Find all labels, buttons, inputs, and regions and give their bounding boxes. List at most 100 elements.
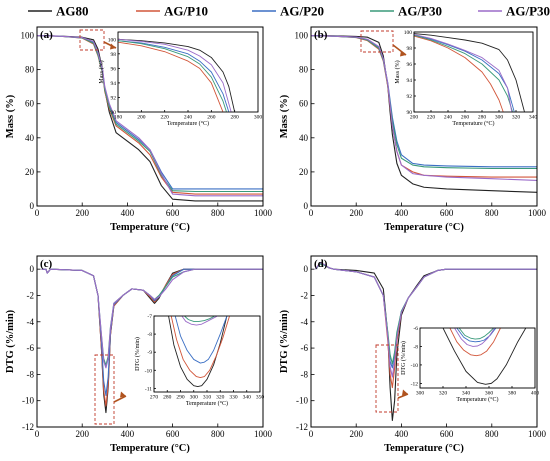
plot-frame-border [310,255,538,428]
inset-series-line-ag-p10 [118,41,224,112]
x-tick-label: 240 [184,115,193,121]
y-axis-label: Mass (%) [279,94,290,138]
x-tick-label: 800 [485,208,499,218]
y-tick-label: 20 [25,167,35,177]
series-line-ag-p30-s20 [311,34,537,181]
x-tick-label: 320 [216,395,225,401]
legend-label: AG80 [56,4,89,19]
y-tick-label: 90 [407,110,413,116]
series-line-ag-p20 [37,34,263,190]
inset-frame [153,315,261,393]
x-tick-label: 350 [256,395,265,401]
x-tick-label: 400 [531,391,540,397]
inset-series-group [168,316,230,388]
legend-label: AG/P20 [280,4,324,19]
series-line-ag-p10 [37,34,263,195]
x-tick-label: 400 [395,429,409,439]
x-tick-label: 290 [176,395,185,401]
series-line-ag-p30-s20 [37,34,263,197]
x-tick-label: 1000 [528,208,547,218]
x-tick-label: 280 [163,395,172,401]
legend-entry-ag-p30-s20: AG/P30-S20 [478,4,550,19]
y-tick-label: -6 [27,343,35,353]
x-tick-label: 180 [114,115,123,121]
zoom-pointer-arrowhead [110,43,116,50]
x-tick-label: 310 [203,395,212,401]
x-tick-label: 270 [150,395,159,401]
x-tick-label: 300 [495,115,504,121]
x-tick-label: 200 [349,208,363,218]
inset-frame [419,327,536,389]
y-tick-label: 100 [295,31,309,41]
series-line-ag80 [37,34,263,202]
x-tick-label: 200 [75,429,89,439]
x-tick-label: 280 [478,115,487,121]
legend: AG80 AG/P10 AG/P20 AG/P30 AG/P30-S20 [28,4,550,19]
y-tick-label: -2 [27,290,35,300]
inset-frame-border [419,327,536,389]
y-tick-label: -4 [301,317,309,327]
zoom-pointer-arrowhead [400,50,406,57]
inset-plot: 200 220 240 260 280 300 320 340 90 92 94 96 98 100 Tem… [394,30,537,127]
x-tick-label: 340 [243,395,252,401]
x-tick-label: 400 [395,208,409,218]
y-tick-label: 80 [299,65,309,75]
y-tick-label: 60 [25,99,35,109]
inset-frame [413,31,534,113]
panel-label: (b) [314,29,328,41]
plot-frame-border [36,26,264,207]
inset-series-group [442,328,527,385]
inset-frame-border [153,315,261,393]
y-tick-label: 0 [30,201,35,211]
y-tick-label: 94 [407,78,413,84]
zoom-region-box [375,344,399,413]
series-group [311,34,537,193]
series-line-ag-p30 [37,34,263,193]
panel-c: 0 200 400 600 800 1000 0 -2 -4 -6 -8 -10 -12 Temperat… [5,255,273,454]
panel-label: (a) [40,29,53,41]
y-tick-label: -10 [22,396,34,406]
inset-x-axis-label: Temperature (°C) [456,396,498,403]
inset-series-line-ag-p10 [170,316,230,378]
inset-series-line-ag-p10 [414,35,504,112]
x-tick-label: 200 [349,429,363,439]
x-tick-label: 1000 [254,429,273,439]
y-tick-label: 98 [407,46,413,52]
y-tick-label: -8 [301,369,309,379]
y-tick-label: -12 [296,422,308,432]
zoom-region-box [94,354,115,425]
series-line-ag-p30-s20 [41,268,263,369]
series-line-ag80 [311,34,537,193]
y-tick-label: -8 [27,369,35,379]
panels: 0 200 400 600 800 1000020406080100Temperature… [5,26,547,454]
x-axis-label: Temperature (°C) [384,443,464,454]
y-tick-label: -9 [147,350,152,356]
x-tick-label: 800 [485,429,499,439]
x-tick-label: 0 [35,208,40,218]
inset-plot: 180 200 220 240 260 280 300 90 92 94 96 98 100 Temper… [98,31,262,127]
x-tick-label: 800 [211,208,225,218]
inset-series-line-ag80 [118,38,236,112]
x-tick-label: 280 [231,115,240,121]
legend-entry-ag-p10: AG/P10 [136,4,208,19]
inset-series-line-ag-p30-s20 [118,38,232,112]
x-tick-label: 200 [410,115,419,121]
inset-series-line-ag-p30 [118,40,227,112]
zoom-region-box [79,29,105,51]
legend-label: AG/P10 [164,4,208,19]
x-axis-label: Temperature (°C) [110,222,190,233]
x-tick-label: 260 [461,115,470,121]
inset-series-line-ag-p30 [414,34,514,112]
y-axis-label: Mass (%) [5,94,16,138]
y-tick-label: -12 [22,422,34,432]
x-tick-label: 400 [121,429,135,439]
y-tick-label: -7 [147,314,152,320]
x-axis-label: Temperature (°C) [384,222,464,233]
y-tick-label: -2 [301,290,309,300]
y-tick-label: 0 [30,264,35,274]
panel-a: 0 200 400 600 800 1000 0 20 40 60 80 100 Temperature… [5,26,273,233]
inset-x-axis-label: Temperature (°C) [186,400,228,407]
x-tick-label: 320 [439,391,448,397]
